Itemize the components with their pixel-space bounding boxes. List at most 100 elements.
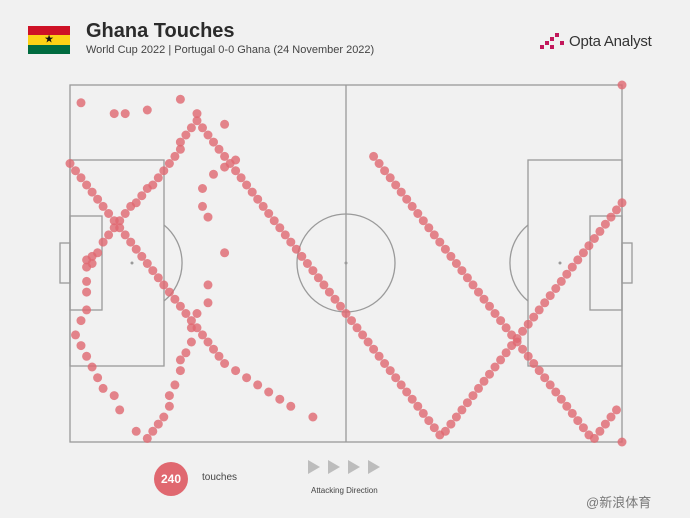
- touch-point: [518, 344, 528, 354]
- touch-point: [65, 159, 75, 168]
- touch-point: [186, 337, 196, 347]
- touch-point: [518, 326, 528, 336]
- ghana-flag-icon: ★: [28, 26, 70, 54]
- touch-point: [479, 294, 489, 304]
- touch-point: [396, 380, 406, 390]
- touch-point: [578, 423, 588, 433]
- touch-point: [578, 248, 588, 258]
- touch-point: [286, 237, 296, 247]
- touch-point: [159, 166, 169, 176]
- touch-point: [236, 173, 246, 183]
- touch-point: [589, 234, 599, 243]
- touch-point: [407, 394, 417, 404]
- touch-point: [258, 201, 268, 211]
- touch-point: [82, 351, 92, 361]
- touch-point: [225, 159, 235, 168]
- touch-point: [507, 330, 517, 340]
- touch-point: [429, 423, 439, 433]
- touch-point: [457, 405, 467, 415]
- touch-point: [606, 212, 616, 222]
- touch-point: [551, 387, 561, 397]
- touch-point: [76, 341, 86, 351]
- touch-point: [402, 387, 412, 397]
- touch-point: [496, 355, 506, 365]
- touch-point: [71, 166, 80, 176]
- touch-point: [137, 191, 147, 201]
- left-penalty-spot: [130, 261, 134, 265]
- touch-point: [131, 426, 141, 436]
- touch-point: [220, 359, 230, 368]
- touch-point: [71, 330, 80, 340]
- touch-point: [556, 394, 566, 404]
- touch-point: [429, 230, 439, 240]
- touch-point: [175, 94, 185, 104]
- touch-point: [600, 419, 610, 429]
- touch-point: [164, 287, 174, 297]
- touch-point: [336, 301, 345, 311]
- touch-point: [164, 401, 174, 411]
- touch-point: [352, 323, 362, 333]
- match-subtitle: World Cup 2022 | Portugal 0-0 Ghana (24 …: [86, 44, 375, 56]
- touch-point: [451, 412, 461, 422]
- touch-point: [198, 330, 207, 340]
- touch-point: [275, 223, 285, 233]
- touch-point: [120, 109, 130, 119]
- touch-point: [551, 284, 561, 293]
- touch-point: [446, 251, 456, 261]
- touch-point: [501, 323, 511, 333]
- touch-point: [192, 109, 202, 119]
- touch-point: [87, 362, 97, 372]
- touch-point: [424, 416, 434, 426]
- touch-point: [523, 351, 533, 361]
- watermark: @新浪体育: [586, 495, 652, 510]
- touch-point: [324, 287, 334, 297]
- touch-point: [468, 391, 478, 401]
- touch-point: [131, 244, 141, 254]
- right-six-yard-box: [589, 215, 623, 311]
- touch-point: [93, 194, 103, 204]
- touch-point: [457, 266, 467, 276]
- touch-point: [313, 273, 323, 283]
- touch-point: [374, 159, 384, 168]
- touch-point: [153, 173, 163, 183]
- play-triangle-icon: [348, 460, 360, 474]
- touch-point: [203, 280, 213, 290]
- touch-point: [451, 259, 461, 268]
- touch-point: [76, 316, 86, 326]
- touch-point: [82, 276, 92, 286]
- touch-point: [490, 309, 500, 318]
- touch-point: [153, 273, 163, 283]
- touch-point: [407, 201, 417, 211]
- touch-point: [214, 351, 224, 361]
- touch-point: [203, 298, 213, 308]
- touch-point: [358, 330, 368, 340]
- touch-point: [76, 98, 86, 108]
- touch-point: [264, 387, 274, 397]
- touch-point: [556, 276, 566, 286]
- touch-point: [115, 223, 125, 233]
- touch-point: [418, 408, 428, 418]
- touch-point: [567, 262, 577, 272]
- touch-point: [220, 248, 230, 258]
- touch-point: [175, 355, 185, 365]
- page-title: Ghana Touches: [86, 20, 235, 42]
- attacking-direction-label: Attacking Direction: [311, 486, 378, 495]
- right-penalty-spot: [558, 261, 562, 265]
- touch-point: [192, 323, 202, 333]
- touch-point: [302, 259, 312, 268]
- touch-point: [424, 223, 434, 233]
- touch-point: [573, 255, 583, 265]
- touch-point: [231, 366, 241, 376]
- touch-point: [617, 198, 627, 208]
- touch-point: [98, 201, 108, 211]
- touch-point: [600, 219, 610, 229]
- touch-point: [181, 348, 191, 358]
- touch-point: [209, 137, 218, 147]
- touch-point: [93, 373, 103, 383]
- touch-point: [512, 337, 522, 347]
- touch-point: [391, 373, 401, 383]
- touch-point: [142, 105, 152, 115]
- touch-point: [468, 280, 478, 290]
- touch-point: [474, 383, 483, 393]
- touch-point: [181, 309, 191, 318]
